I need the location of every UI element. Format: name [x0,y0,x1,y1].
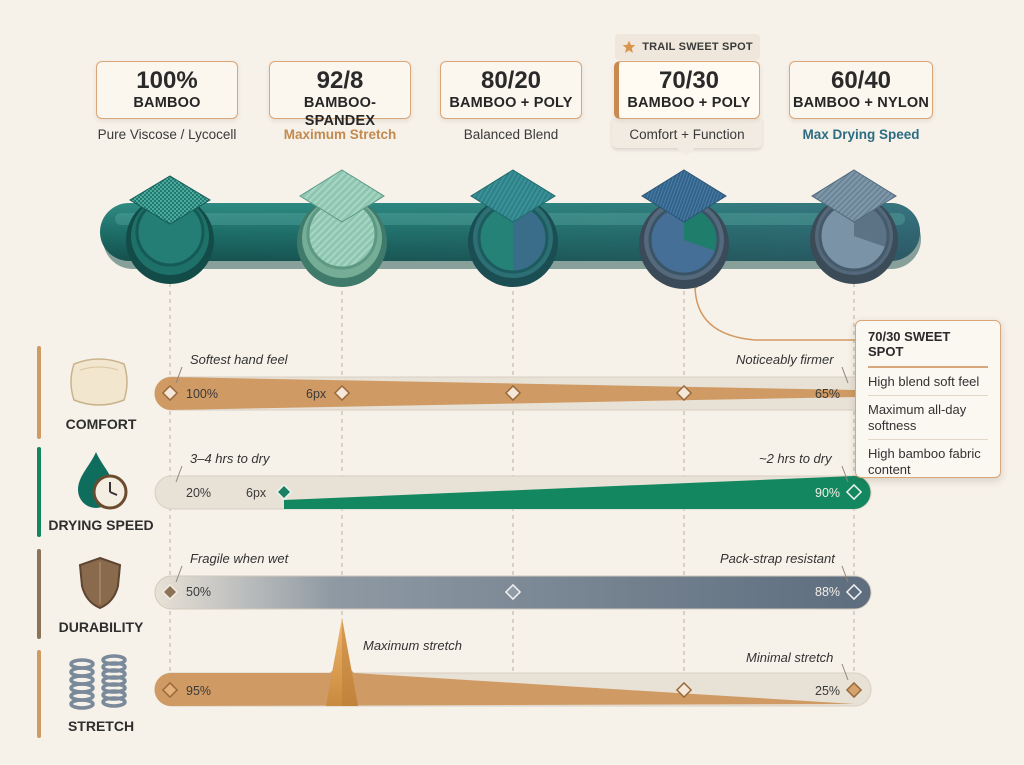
blend-subtitle: Comfort + Function [629,127,745,142]
comfort-start-value: 100% [186,387,218,401]
drying-start-value: 20% [186,486,212,500]
blend-ratio: 92/8 [316,67,364,94]
drying-end-value: 90% [815,486,841,500]
fabric-swatch-92-8 [297,169,387,287]
sweet-spot-popup: 70/30 SWEET SPOT High blend soft feel Ma… [855,320,1001,478]
fabric-swatch-70-30 [639,169,729,289]
blend-card-60-40[interactable]: 60/40 BAMBOO + NYLON [789,61,933,119]
fabric-swatch-100-bamboo [126,175,214,284]
star-icon [622,40,636,54]
metric-label-drying-speed: DRYING SPEED [48,517,154,533]
durability-end-value: 88% [815,585,841,599]
comfort-right-note: Noticeably firmer [736,352,834,367]
trail-sweet-spot-tag: TRAIL SWEET SPOT [615,34,760,60]
fabric-swatch-60-40 [810,169,898,284]
blend-card-92-8[interactable]: 92/8 BAMBOO-SPANDEX [269,61,411,129]
comfort-end-value: 65% [815,387,841,401]
blend-ratio: 70/30 [658,67,720,94]
sweet-spot-highlight [612,118,762,148]
popup-item: High blend soft feel [868,368,988,396]
popup-item: Maximum all-day softness [868,396,988,440]
blend-subtitle: Pure Viscose / Lycocell [97,127,237,142]
blend-subtitle: Maximum Stretch [283,127,397,142]
durability-right-note: Pack-strap resistant [720,551,835,566]
drying-left-note: 3–4 hrs to dry [190,451,270,466]
stretch-right-note: Minimal stretch [746,650,834,665]
drying-mid-value: 6px [246,486,267,500]
fabric-swatch-80-20 [468,169,558,287]
blend-subtitle: Balanced Blend [463,127,559,142]
blend-name: BAMBOO + NYLON [792,95,930,111]
comfort-mid-value: 6px [306,387,327,401]
stretch-end-value: 25% [815,684,841,698]
blend-subtitle: Max Drying Speed [802,127,920,142]
popup-item: High bamboo fabric content [868,446,981,477]
metric-label-comfort: COMFORT [65,416,137,432]
coil-spring-icon [69,654,127,710]
drying-right-note: ~2 hrs to dry [759,451,832,466]
blend-ratio: 80/20 [480,67,542,94]
blend-card-100[interactable]: 100% BAMBOO [96,61,238,119]
blend-name: BAMBOO + POLY [449,95,573,111]
blend-card-80-20[interactable]: 80/20 BAMBOO + POLY [440,61,582,119]
metric-label-stretch: STRETCH [67,718,135,734]
durability-start-value: 50% [186,585,212,599]
metric-label-durability: DURABILITY [58,619,144,635]
sweet-spot-pointer [676,147,696,156]
blend-ratio: 100% [136,67,198,94]
popup-title: 70/30 SWEET SPOT [868,329,988,368]
blend-name: BAMBOO-SPANDEX [303,95,377,129]
shield-icon [78,556,122,610]
blend-name: BAMBOO [133,95,201,111]
blend-name: BAMBOO + POLY [627,95,751,111]
stretch-start-value: 95% [186,684,212,698]
water-drop-clock-icon [78,452,128,510]
stretch-peak-note: Maximum stretch [363,638,462,653]
blend-ratio: 60/40 [830,67,892,94]
blend-card-70-30[interactable]: 70/30 BAMBOO + POLY [614,61,760,119]
comfort-left-note: Softest hand feel [190,352,288,367]
durability-left-note: Fragile when wet [190,551,289,566]
pillow-icon [70,358,128,406]
